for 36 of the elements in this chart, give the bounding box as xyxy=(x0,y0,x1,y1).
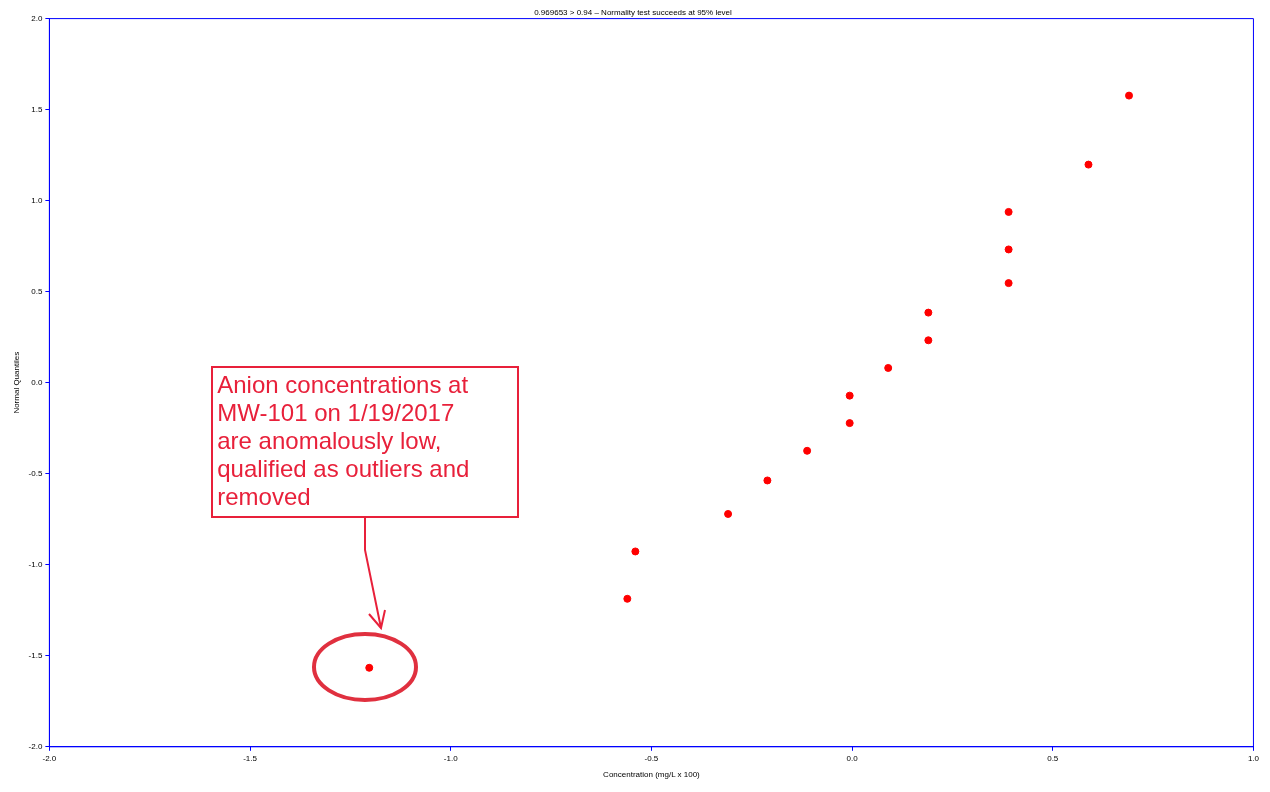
point xyxy=(724,509,733,518)
x-tick-label: -1.0 xyxy=(443,753,459,763)
y-tick-label: 2.0 xyxy=(31,13,43,23)
y-tick-label: -1.5 xyxy=(28,650,43,660)
annotation: Anion concentrations at MW-101 on 1/19/2017 are anomalously low, qualified as outliers and removed xyxy=(211,366,520,519)
y-tick-label: -0.5 xyxy=(28,468,43,478)
y-tick-label: 0.0 xyxy=(31,377,43,387)
point xyxy=(1004,207,1013,216)
point xyxy=(884,363,893,372)
point xyxy=(845,391,854,400)
x-tick-label: 0.5 xyxy=(1047,753,1059,763)
point xyxy=(763,476,772,485)
x-tick-label: -1.5 xyxy=(243,753,258,763)
point xyxy=(803,446,812,455)
y-tick-label: 1.5 xyxy=(31,104,43,114)
x-axis-title: Concentration (mg/L x 100) xyxy=(603,770,701,780)
x-tick-label: 0.0 xyxy=(846,753,859,763)
point xyxy=(623,594,632,603)
point xyxy=(365,663,374,672)
x-tick-label: -2.0 xyxy=(42,753,57,763)
y-axis-title: Normal Quantiles xyxy=(12,351,21,414)
x-tick-label: -0.5 xyxy=(644,753,659,763)
point xyxy=(1004,245,1013,254)
point xyxy=(1084,160,1093,169)
point xyxy=(1125,91,1134,100)
x-tick-label: 1.0 xyxy=(1247,753,1260,763)
y-tick-label: 1.0 xyxy=(31,195,43,205)
y-tick-label: -2.0 xyxy=(28,742,43,751)
y-tick-label: 0.5 xyxy=(31,286,43,296)
point xyxy=(631,547,640,556)
point xyxy=(924,336,933,345)
point xyxy=(845,419,854,428)
point xyxy=(1004,279,1013,288)
chart-title: 0.969653 > 0.94 – Normality test succeeds at 95% level xyxy=(534,8,733,17)
point xyxy=(924,308,933,317)
y-tick-label: -1.0 xyxy=(28,559,43,569)
